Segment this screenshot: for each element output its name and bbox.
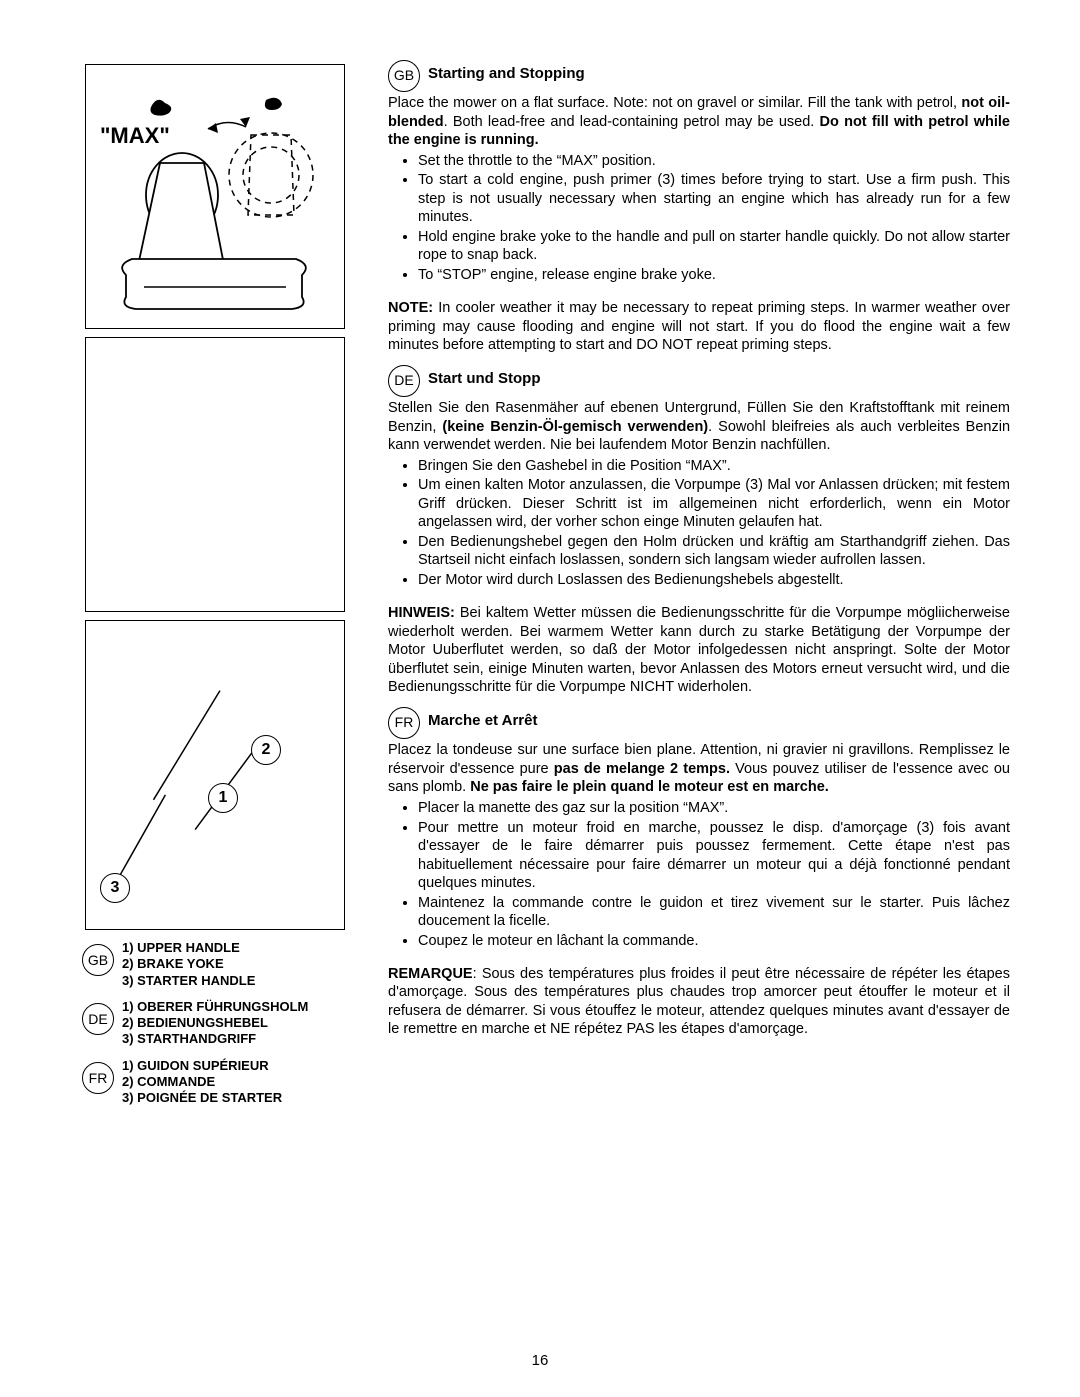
fr-b4: Coupez le moteur en lâchant la commande. bbox=[418, 932, 1010, 951]
fr-note-label: REMARQUE bbox=[388, 966, 473, 982]
legend-de-2: 2) BEDIENUNGSHEBEL bbox=[122, 1015, 308, 1031]
fr-b2: Pour mettre un moteur froid en marche, p… bbox=[418, 819, 1010, 893]
figure-throttle: "MAX" bbox=[85, 64, 345, 329]
legend-de-3: 3) STARTHANDGRIFF bbox=[122, 1031, 308, 1047]
gb-intro-a: Place the mower on a flat surface. Note:… bbox=[388, 95, 961, 111]
fr-bullets: Placer la manette des gaz sur la positio… bbox=[388, 799, 1010, 950]
figure-handle: 2 1 3 bbox=[85, 620, 345, 930]
de-note-label: HINWEIS: bbox=[388, 605, 455, 621]
callout-1: 1 bbox=[208, 783, 238, 813]
gb-note-label: NOTE: bbox=[388, 300, 433, 316]
legend-de: DE 1) OBERER FÜHRUNGSHOLM 2) BEDIENUNGSH… bbox=[82, 999, 360, 1048]
figure-empty bbox=[85, 337, 345, 612]
gb-b2: To start a cold engine, push primer (3) … bbox=[418, 171, 1010, 227]
gb-badge-icon: GB bbox=[82, 944, 114, 976]
fr-intro: Placez la tondeuse sur une surface bien … bbox=[388, 741, 1010, 797]
left-column: "MAX" bbox=[70, 64, 360, 1106]
fr-note-text: : Sous des températures plus froides il … bbox=[388, 966, 1010, 1038]
fr-intro-d: Ne pas faire le plein quand le moteur es… bbox=[470, 779, 829, 795]
section-gb: GB Starting and Stopping Place the mower… bbox=[388, 64, 1010, 355]
fr-note: REMARQUE: Sous des températures plus fro… bbox=[388, 965, 1010, 1039]
de-title: Start und Stopp bbox=[428, 369, 541, 388]
de-b3: Den Bedienungshebel gegen den Holm drück… bbox=[418, 533, 1010, 570]
columns: "MAX" bbox=[70, 64, 1010, 1106]
de-intro: Stellen Sie den Rasenmäher auf ebenen Un… bbox=[388, 399, 1010, 455]
de-b4: Der Motor wird durch Loslassen des Bedie… bbox=[418, 571, 1010, 590]
fr-title: Marche et Arrêt bbox=[428, 711, 537, 730]
right-column: GB Starting and Stopping Place the mower… bbox=[388, 64, 1010, 1106]
page: "MAX" bbox=[0, 0, 1080, 1397]
legend-fr: FR 1) GUIDON SUPÉRIEUR 2) COMMANDE 3) PO… bbox=[82, 1058, 360, 1107]
page-number: 16 bbox=[0, 1352, 1080, 1369]
gb-bullets: Set the throttle to the “MAX” position. … bbox=[388, 152, 1010, 285]
de-badge-icon: DE bbox=[82, 1003, 114, 1035]
legend-de-1: 1) OBERER FÜHRUNGSHOLM bbox=[122, 999, 308, 1015]
gb-title: Starting and Stopping bbox=[428, 64, 585, 83]
de-b2: Um einen kalten Motor anzulassen, die Vo… bbox=[418, 476, 1010, 532]
callout-2: 2 bbox=[251, 735, 281, 765]
legend-fr-1: 1) GUIDON SUPÉRIEUR bbox=[122, 1058, 282, 1074]
legend-gb-2: 2) BRAKE YOKE bbox=[122, 956, 255, 972]
legend-de-text: 1) OBERER FÜHRUNGSHOLM 2) BEDIENUNGSHEBE… bbox=[122, 999, 308, 1048]
max-label: "MAX" bbox=[100, 123, 170, 149]
de-head-badge-icon: DE bbox=[388, 365, 420, 397]
legend-gb-1: 1) UPPER HANDLE bbox=[122, 940, 255, 956]
gb-note-text: In cooler weather it may be necessary to… bbox=[388, 300, 1010, 353]
de-note: HINWEIS: Bei kaltem Wetter müssen die Be… bbox=[388, 604, 1010, 697]
fr-badge-icon: FR bbox=[82, 1062, 114, 1094]
legend-gb-3: 3) STARTER HANDLE bbox=[122, 973, 255, 989]
legend-gb-text: 1) UPPER HANDLE 2) BRAKE YOKE 3) STARTER… bbox=[122, 940, 255, 989]
fr-head-badge-icon: FR bbox=[388, 707, 420, 739]
de-note-text: Bei kaltem Wetter müssen die Bedienungss… bbox=[388, 605, 1010, 695]
gb-b3: Hold engine brake yoke to the handle and… bbox=[418, 228, 1010, 265]
gb-head-badge-icon: GB bbox=[388, 60, 420, 92]
gb-b4: To “STOP” engine, release engine brake y… bbox=[418, 266, 1010, 285]
gb-b1: Set the throttle to the “MAX” position. bbox=[418, 152, 1010, 171]
section-de: DE Start und Stopp Stellen Sie den Rasen… bbox=[388, 369, 1010, 697]
gb-intro: Place the mower on a flat surface. Note:… bbox=[388, 94, 1010, 150]
legend-gb: GB 1) UPPER HANDLE 2) BRAKE YOKE 3) STAR… bbox=[82, 940, 360, 989]
de-b1: Bringen Sie den Gashebel in die Position… bbox=[418, 457, 1010, 476]
gb-intro-c: . Both lead-free and lead-containing pet… bbox=[444, 114, 820, 130]
de-intro-b: (keine Benzin-Öl-gemisch verwenden) bbox=[442, 419, 708, 435]
de-bullets: Bringen Sie den Gashebel in die Position… bbox=[388, 457, 1010, 590]
legend-fr-3: 3) POIGNÉE DE STARTER bbox=[122, 1090, 282, 1106]
gb-note: NOTE: In cooler weather it may be necess… bbox=[388, 299, 1010, 355]
fr-b3: Maintenez la commande contre le guidon e… bbox=[418, 894, 1010, 931]
section-fr: FR Marche et Arrêt Placez la tondeuse su… bbox=[388, 711, 1010, 1039]
throttle-drawing bbox=[96, 75, 336, 320]
fr-intro-b: pas de melange 2 temps. bbox=[554, 761, 730, 777]
fr-b1: Placer la manette des gaz sur la positio… bbox=[418, 799, 1010, 818]
legend-fr-text: 1) GUIDON SUPÉRIEUR 2) COMMANDE 3) POIGN… bbox=[122, 1058, 282, 1107]
legend-fr-2: 2) COMMANDE bbox=[122, 1074, 282, 1090]
callout-3: 3 bbox=[100, 873, 130, 903]
